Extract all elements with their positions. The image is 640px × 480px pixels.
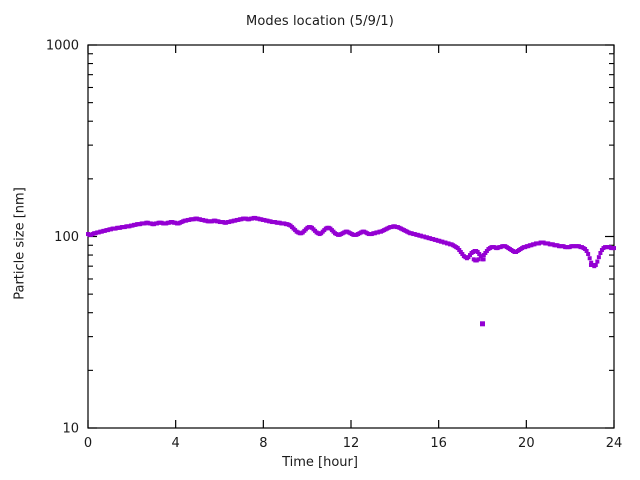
x-tick-label: 4 (172, 436, 180, 451)
x-tick-label: 16 (430, 436, 447, 451)
x-tick-label: 20 (518, 436, 535, 451)
x-tick-label: 0 (84, 436, 92, 451)
y-tick-label: 10 (62, 422, 79, 437)
scatter-series-mode-diameter (86, 215, 616, 269)
x-axis-ticks (87, 45, 615, 428)
x-tick-label: 12 (343, 436, 360, 451)
page-title: Modes location (5/9/1) (246, 14, 394, 29)
axis-frame (87, 44, 615, 429)
y-tick-label: 1000 (46, 39, 79, 54)
y-axis-ticks (88, 44, 614, 429)
x-axis-label: Time [hour] (282, 455, 358, 470)
scatter-outlier-points (480, 321, 485, 327)
y-tick-label: 100 (54, 230, 79, 245)
x-axis-tick-labels: 0 4 8 12 16 20 24 (84, 436, 622, 451)
x-tick-label: 24 (606, 436, 623, 451)
x-tick-label: 8 (259, 436, 267, 451)
y-axis-tick-labels: 10 100 1000 (46, 39, 79, 437)
